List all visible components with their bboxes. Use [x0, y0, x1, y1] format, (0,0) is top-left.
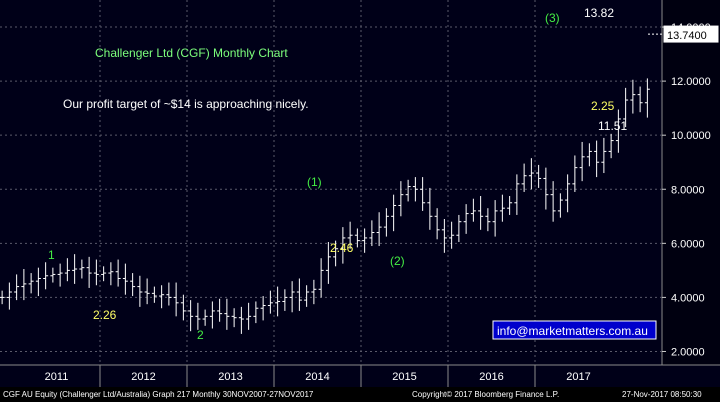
- level-2017: 2.25: [591, 99, 615, 113]
- chart-grid: [0, 0, 720, 365]
- chart-title: Challenger Ltd (CGF) Monthly Chart: [95, 46, 288, 60]
- x-tick-label: 2013: [218, 371, 242, 383]
- footer-copyright: Copyright© 2017 Bloomberg Finance L.P.: [412, 390, 560, 399]
- last-price-box: [663, 25, 719, 43]
- level-2014: 2.46: [330, 241, 354, 255]
- annotations: 13.7400 Challenger Ltd (CGF) Monthly Char…: [48, 6, 719, 342]
- chart-subtitle: Our profit target of ~$14 is approaching…: [63, 97, 309, 111]
- wave-1-label: 1: [48, 248, 55, 262]
- wave-1b-label: (1): [307, 175, 322, 189]
- level-2011: 2.26: [93, 308, 117, 322]
- low-2017-label: 11.51: [598, 119, 627, 133]
- ohlc-bars: [0, 78, 650, 334]
- x-tick-label: 2016: [479, 371, 503, 383]
- x-tick-label: 2017: [566, 371, 590, 383]
- wave-2-label: 2: [197, 328, 204, 342]
- x-tick-label: 2012: [131, 371, 155, 383]
- y-tick-label: 8.0000: [671, 184, 705, 196]
- wave-2b-label: (2): [390, 254, 405, 268]
- website-box: [492, 320, 657, 340]
- x-tick-label: 2011: [45, 371, 69, 383]
- footer-security: CGF AU Equity (Challenger Ltd/Australia)…: [3, 390, 314, 399]
- footer-bar: CGF AU Equity (Challenger Ltd/Australia)…: [0, 387, 720, 402]
- x-tick-label: 2014: [305, 371, 329, 383]
- y-axis-panel: [662, 0, 720, 365]
- footer-timestamp: 27-Nov-2017 08:50:30: [622, 390, 702, 399]
- y-tick-label: 10.0000: [671, 130, 711, 142]
- y-tick-label: 4.0000: [671, 292, 705, 304]
- website-label: info@marketmatters.com.au: [497, 324, 648, 338]
- high-2017-label: 13.82: [584, 6, 614, 20]
- x-axis: 2011 2012 2013 2014 2015 2016 2017: [0, 364, 720, 387]
- x-tick-label: 2015: [392, 371, 416, 383]
- y-tick-label: 2.0000: [671, 346, 705, 358]
- plot-area: [0, 0, 662, 365]
- last-price-label: 13.7400: [667, 30, 707, 42]
- y-tick-label: 6.0000: [671, 238, 705, 250]
- wave-3b-label: (3): [545, 11, 560, 25]
- y-tick-label: 12.0000: [671, 76, 711, 88]
